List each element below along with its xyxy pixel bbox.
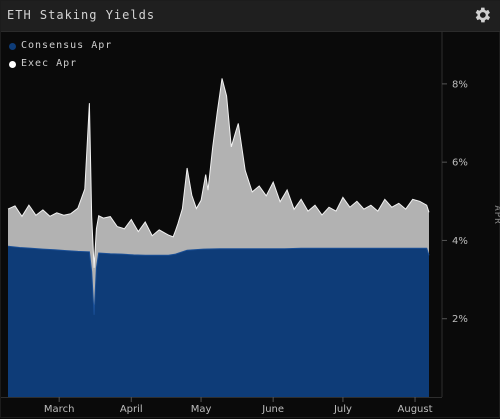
legend: Consensus Apr Exec Apr [7, 37, 112, 73]
legend-swatch-exec [9, 61, 16, 68]
series-exec-area [8, 78, 429, 315]
chart-title: ETH Staking Yields [7, 8, 156, 22]
x-tick-label: May [191, 404, 212, 415]
legend-item-exec[interactable]: Exec Apr [7, 55, 112, 73]
x-tick-label: July [333, 404, 352, 415]
x-tick-label: March [44, 404, 74, 415]
y-tick-label: 6% [452, 158, 468, 169]
y-axis-title: APR [492, 205, 500, 224]
x-tick-label: August [398, 404, 433, 415]
legend-item-consensus[interactable]: Consensus Apr [7, 37, 112, 55]
y-tick-label: 8% [452, 79, 468, 90]
y-tick-label: 4% [452, 236, 468, 247]
x-tick-label: April [120, 404, 143, 415]
legend-swatch-consensus [9, 43, 16, 50]
series-consensus-area [8, 246, 429, 397]
legend-label-exec: Exec Apr [21, 58, 78, 69]
x-tick-label: June [261, 404, 284, 415]
y-tick-label: 2% [452, 314, 468, 325]
series-consensus-line [7, 245, 430, 315]
gear-icon[interactable] [472, 5, 492, 25]
title-bar: ETH Staking Yields [1, 1, 500, 32]
legend-label-consensus: Consensus Apr [21, 40, 113, 51]
plot-area: 2% 4% 6% 8% APR March April May June July August [1, 31, 500, 415]
series-exec-line [7, 78, 430, 268]
